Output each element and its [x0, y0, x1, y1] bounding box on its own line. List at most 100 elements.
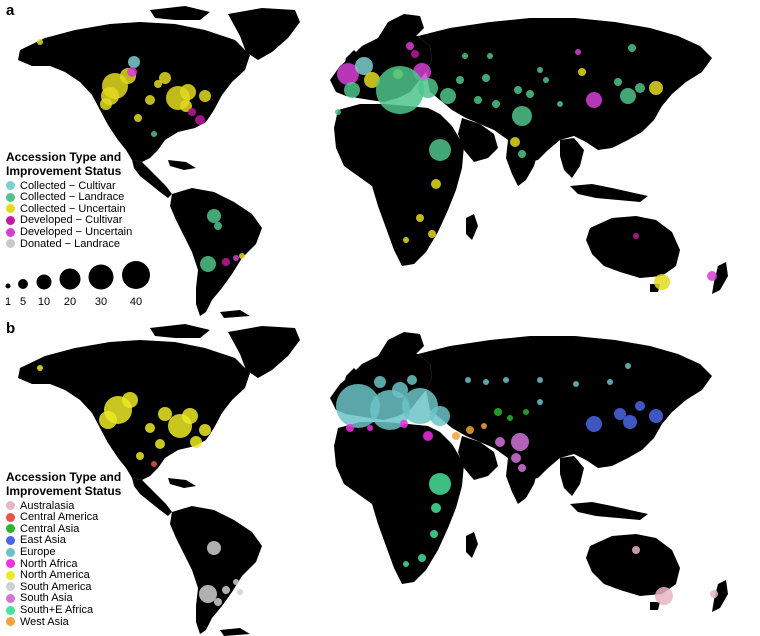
world-map-a [18, 6, 728, 318]
legend-swatch [6, 216, 15, 226]
accession-marker [430, 530, 438, 538]
accession-marker [346, 424, 354, 432]
land-shape [650, 602, 660, 610]
legend-item: North Africa [6, 558, 121, 570]
land-shape [378, 14, 424, 48]
legend-item: Developed − Cultivar [6, 214, 132, 226]
size-label: 20 [63, 296, 77, 308]
size-label: 40 [129, 296, 143, 308]
land-shape [586, 534, 680, 596]
accession-marker [462, 53, 468, 59]
legend-title: Accession Type and Improvement Status [6, 150, 122, 178]
accession-marker [154, 80, 162, 88]
legend-swatch [6, 192, 15, 202]
land-shape [220, 310, 250, 318]
size-legend: 1 5 10 20 30 40 [0, 258, 170, 308]
accession-marker [510, 137, 520, 147]
accession-marker [180, 100, 192, 112]
legend-label: Australasia [20, 499, 75, 512]
land-shape [150, 6, 210, 20]
accession-marker [431, 503, 441, 513]
accession-marker [474, 96, 482, 104]
accession-marker [487, 53, 493, 59]
accession-marker [188, 108, 196, 116]
legend-swatch [6, 594, 15, 604]
legend-item: Collected − Uncertain [6, 203, 132, 215]
land-shape [18, 22, 250, 162]
legend-swatch [6, 204, 15, 214]
accession-marker [430, 406, 450, 426]
legend-label: Collected − Cultivar [20, 179, 116, 192]
accession-marker [367, 425, 373, 431]
land-shape [170, 188, 262, 316]
accession-marker [407, 375, 417, 385]
world-map-b [18, 324, 728, 636]
accession-marker [614, 78, 622, 86]
legend-swatch [6, 501, 15, 511]
legend-label: South Asia [20, 592, 73, 605]
land-shape [150, 324, 210, 338]
accession-marker [440, 88, 456, 104]
accession-marker [199, 585, 217, 603]
accession-marker [145, 95, 155, 105]
accession-marker [537, 399, 543, 405]
accession-marker [625, 363, 631, 369]
legend-label: Collected − Landrace [20, 191, 125, 204]
accession-marker [495, 437, 505, 447]
land-shape [334, 104, 464, 266]
legend-region: Accession Type and Improvement Status Au… [6, 470, 121, 628]
accession-marker [37, 39, 43, 45]
legend-item: Developed − Uncertain [6, 226, 132, 238]
size-circle-20 [59, 268, 81, 290]
accession-marker [492, 100, 500, 108]
accession-marker [655, 587, 673, 605]
legend-item: Central Asia [6, 523, 121, 535]
accession-marker [466, 426, 474, 434]
accession-marker [423, 431, 433, 441]
accession-marker [635, 83, 645, 93]
accession-marker [607, 379, 613, 385]
accession-marker [518, 150, 526, 158]
legend-label: Europe [20, 546, 56, 559]
accession-marker [429, 473, 451, 495]
panel-label-a: a [6, 2, 15, 19]
legend-item: Central America [6, 511, 121, 523]
accession-marker [403, 561, 409, 567]
accession-marker [195, 115, 205, 125]
legend-item: South America [6, 581, 121, 593]
accession-marker [503, 377, 509, 383]
land-shape [712, 580, 728, 612]
legend-swatch [6, 570, 15, 580]
accession-marker [370, 390, 410, 430]
land-shape [334, 422, 464, 584]
size-label: 10 [37, 296, 51, 308]
accession-marker [335, 109, 341, 115]
accession-marker [199, 424, 211, 436]
land-shape [712, 262, 728, 294]
accession-marker [586, 92, 602, 108]
accession-marker [128, 56, 140, 68]
land-shape [418, 336, 712, 480]
accession-marker [190, 436, 202, 448]
size-label: 1 [4, 296, 12, 308]
land-shape [228, 326, 300, 378]
land-shape [506, 140, 538, 186]
accession-marker [526, 90, 534, 98]
legend-item: Collected − Landrace [6, 191, 132, 204]
accession-marker [482, 74, 490, 82]
accession-marker [518, 464, 526, 472]
accession-marker [494, 408, 502, 416]
land-shape [228, 8, 300, 60]
accession-marker [635, 401, 645, 411]
accession-marker [418, 554, 426, 562]
accession-marker [222, 258, 230, 266]
accession-marker [233, 579, 239, 585]
panel-label-b: b [6, 320, 16, 337]
accession-marker [406, 42, 414, 50]
legend-swatch [6, 547, 15, 557]
accession-marker [336, 384, 380, 428]
accession-marker [145, 423, 155, 433]
accession-marker [376, 66, 424, 114]
accession-marker [707, 271, 717, 281]
land-shape [506, 458, 538, 504]
